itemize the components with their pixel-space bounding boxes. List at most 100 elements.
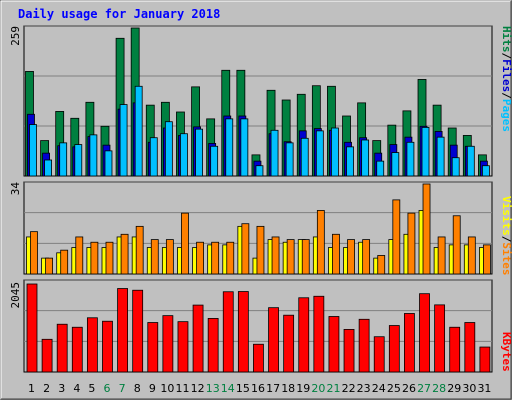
legend-files: Files (500, 59, 512, 92)
bar-kbytes (328, 316, 340, 373)
bar-kbytes (268, 307, 279, 373)
svg-text:Hits/Files/Pages: Hits/Files/Pages (500, 26, 512, 132)
x-tick-label: 4 (73, 382, 80, 395)
bar-pages (240, 118, 249, 177)
bar-pages (391, 152, 400, 177)
x-tick-label: 17 (266, 382, 280, 395)
bar-kbytes (162, 315, 174, 373)
bar-pages (180, 133, 188, 177)
bar-kbytes (343, 328, 355, 373)
bar-pages (376, 160, 385, 177)
bar-kbytes (132, 289, 144, 373)
bar-pages (74, 144, 83, 177)
x-tick-label: 11 (176, 382, 190, 395)
bar-visits (45, 257, 53, 275)
x-tick-label: 19 (296, 382, 310, 395)
svg-text:Visits/Sites: Visits/Sites (500, 196, 512, 276)
x-tick-label: 15 (236, 382, 250, 395)
bar-pages (331, 127, 339, 177)
legend-hits: Hits (500, 26, 512, 53)
bar-visits (241, 223, 250, 275)
bar-visits (452, 215, 461, 275)
bar-pages (149, 137, 158, 177)
x-tick-label: 16 (251, 382, 265, 395)
bar-kbytes (464, 322, 476, 373)
bar-visits (90, 241, 99, 275)
legend-visits: Visits (500, 196, 512, 236)
x-tick-label: 7 (119, 382, 126, 395)
bar-pages (466, 145, 475, 177)
bar-pages (225, 118, 234, 177)
bar-pages (29, 124, 37, 177)
bar-visits (30, 231, 38, 275)
bar-pages (44, 159, 52, 177)
x-tick-label: 27 (417, 382, 431, 395)
bar-pages (346, 146, 354, 177)
legend-visits-sites: Visits/Sites (500, 196, 512, 276)
legend-hits-files-pages: Hits/Files/Pages (500, 26, 512, 132)
bar-kbytes (26, 283, 38, 373)
bar-visits (226, 241, 235, 275)
bar-kbytes (388, 325, 400, 373)
bar-pages (361, 139, 370, 177)
bar-pages (315, 130, 324, 177)
x-tick-label: 20 (311, 382, 325, 395)
bar-kbytes (147, 322, 159, 373)
bar-pages (104, 150, 113, 177)
bar-kbytes (283, 314, 295, 373)
bar-visits (256, 225, 265, 275)
x-tick-label: 29 (447, 382, 461, 395)
bar-kbytes (449, 326, 461, 373)
bar-pages (89, 134, 98, 177)
bar-pages (451, 157, 460, 177)
x-tick-label: 1 (28, 382, 35, 395)
legend-sep-1: / (500, 53, 512, 60)
svg-text:KBytes: KBytes (500, 332, 512, 372)
bar-visits (407, 212, 416, 275)
bar-kbytes (313, 295, 325, 373)
bar-kbytes (177, 321, 189, 373)
x-tick-label: 18 (281, 382, 295, 395)
y-max-label-visits: 34 (9, 182, 22, 196)
bar-kbytes (358, 318, 370, 373)
bar-visits (150, 239, 159, 275)
bar-pages (406, 141, 415, 177)
bar-kbytes (117, 288, 128, 373)
legend-kbytes-wrap: KBytes (500, 332, 512, 372)
bar-kbytes (71, 326, 83, 373)
x-axis-labels: 1 2 3 4 5 6 7 8 9 10 11 12 13 14 15 16 17 18 19 20 21 22 23 24 2… (28, 382, 491, 395)
bar-kbytes (192, 304, 204, 373)
bar-pages (255, 165, 264, 177)
bar-pages (270, 129, 279, 177)
bar-kbytes (41, 338, 53, 373)
bar-pages (210, 145, 219, 177)
bar-kbytes (373, 336, 385, 373)
legend-sep-3: / (500, 236, 512, 243)
bar-kbytes (207, 318, 219, 373)
x-tick-label: 5 (88, 382, 95, 395)
bar-kbytes (298, 297, 310, 373)
legend-sites: Sites (500, 242, 512, 275)
bar-pages (164, 121, 173, 177)
bar-pages (436, 136, 445, 177)
legend-pages: Pages (500, 99, 512, 132)
bar-visits (75, 236, 84, 275)
bar-kbytes (102, 320, 113, 373)
x-tick-label: 24 (372, 382, 386, 395)
x-tick-label: 22 (342, 382, 356, 395)
y-max-label-hits: 259 (9, 26, 22, 46)
bar-visits (437, 236, 446, 275)
x-tick-label: 13 (206, 382, 220, 395)
bar-pages (134, 85, 143, 177)
bar-kbytes (237, 291, 249, 373)
bar-visits (347, 239, 355, 275)
legend-sep-2: / (500, 92, 512, 99)
x-tick-label: 26 (402, 382, 416, 395)
bar-visits (165, 239, 174, 275)
visits-sites-panel (23, 181, 493, 275)
legend-kbytes: KBytes (500, 332, 512, 372)
bar-visits (120, 233, 129, 275)
bar-pages (285, 142, 294, 177)
